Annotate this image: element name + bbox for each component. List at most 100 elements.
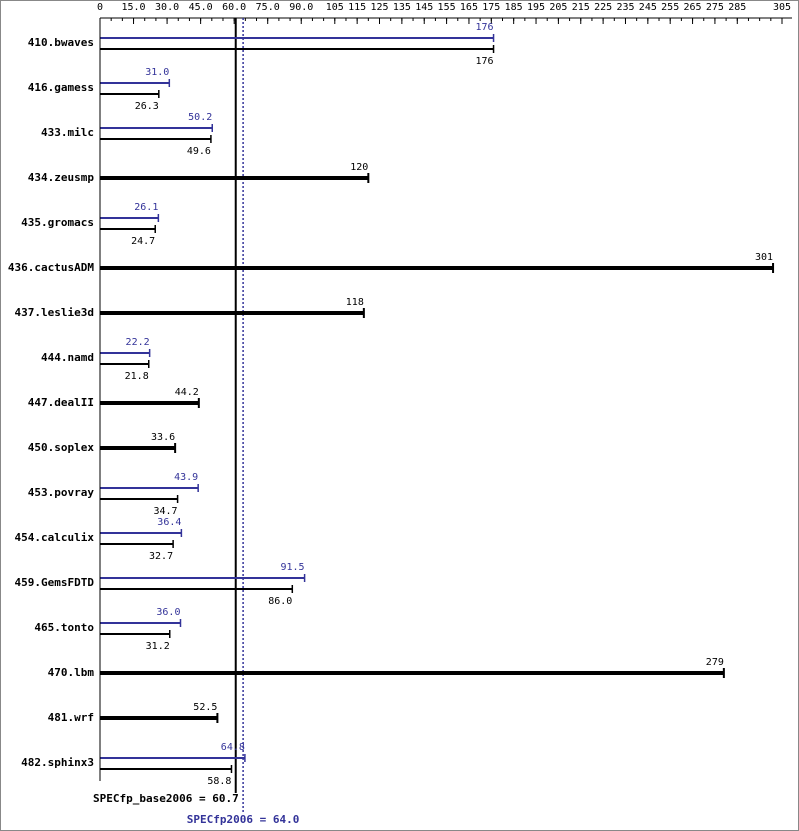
- bar: [100, 127, 213, 129]
- bar: [100, 577, 305, 579]
- x-tick-label: 105: [326, 2, 344, 13]
- value-label: 32.7: [149, 551, 173, 562]
- bar: [100, 228, 156, 230]
- value-label: 36.4: [157, 517, 181, 528]
- value-label: 26.3: [135, 101, 159, 112]
- category-label: 454.calculix: [15, 531, 95, 544]
- bar: [100, 487, 199, 489]
- x-tick-label: 60.0: [222, 2, 246, 13]
- value-label: 24.7: [131, 236, 155, 247]
- bar: [100, 446, 176, 450]
- bar: [100, 768, 232, 770]
- category-label: 437.leslie3d: [15, 306, 94, 319]
- reference-label: SPECfp2006 = 64.0: [187, 813, 300, 826]
- value-label: 44.2: [175, 387, 199, 398]
- x-tick-label: 115: [348, 2, 366, 13]
- category-label: 447.dealII: [28, 396, 94, 409]
- x-tick-label: 135: [393, 2, 411, 13]
- value-label: 49.6: [187, 146, 211, 157]
- category-label: 444.namd: [41, 351, 94, 364]
- value-label: 33.6: [151, 432, 175, 443]
- category-label: 435.gromacs: [21, 216, 94, 229]
- x-tick-label: 195: [527, 2, 545, 13]
- value-label: 301: [755, 252, 773, 263]
- bar: [100, 401, 199, 405]
- value-label: 118: [346, 297, 364, 308]
- bar: [100, 622, 181, 624]
- bar: [100, 176, 369, 180]
- x-tick-label: 15.0: [121, 2, 145, 13]
- value-label: 36.0: [156, 607, 180, 618]
- x-tick-label: 305: [773, 2, 791, 13]
- category-label: 436.cactusADM: [8, 261, 94, 274]
- value-label: 31.2: [146, 641, 170, 652]
- category-label: 433.milc: [41, 126, 94, 139]
- x-tick-label: 255: [661, 2, 679, 13]
- x-tick-label: 155: [438, 2, 456, 13]
- bar: [100, 498, 178, 500]
- bar: [100, 532, 182, 534]
- bar: [100, 716, 218, 720]
- value-label: 120: [350, 162, 368, 173]
- x-tick-label: 265: [684, 2, 702, 13]
- category-label: 434.zeusmp: [28, 171, 95, 184]
- category-label: 465.tonto: [34, 621, 94, 634]
- bar: [100, 93, 159, 95]
- category-label: 481.wrf: [48, 711, 94, 724]
- category-label: 410.bwaves: [28, 36, 94, 49]
- x-tick-label: 245: [639, 2, 657, 13]
- value-label: 52.5: [193, 702, 217, 713]
- x-tick-label: 275: [706, 2, 724, 13]
- x-tick-label: 75.0: [256, 2, 280, 13]
- bar: [100, 138, 211, 140]
- x-tick-label: 225: [594, 2, 612, 13]
- x-tick-label: 45.0: [189, 2, 213, 13]
- bar: [100, 217, 159, 219]
- value-label: 34.7: [153, 506, 177, 517]
- x-tick-label: 205: [549, 2, 567, 13]
- category-label: 453.povray: [28, 486, 95, 499]
- value-label: 86.0: [268, 596, 292, 607]
- category-label: 459.GemsFDTD: [15, 576, 95, 589]
- bar: [100, 352, 150, 354]
- bar: [100, 363, 149, 365]
- value-label: 26.1: [134, 202, 158, 213]
- bar: [100, 82, 170, 84]
- bar: [100, 757, 245, 759]
- bar: [100, 37, 494, 39]
- x-tick-label: 235: [616, 2, 634, 13]
- x-tick-label: 285: [728, 2, 746, 13]
- x-tick-label: 175: [482, 2, 500, 13]
- bar: [100, 543, 174, 545]
- category-label: 450.soplex: [28, 441, 95, 454]
- value-label: 58.8: [207, 776, 231, 787]
- value-label: 21.8: [125, 371, 149, 382]
- reference-label: SPECfp_base2006 = 60.7: [93, 792, 239, 805]
- value-label: 279: [706, 657, 724, 668]
- category-label: 482.sphinx3: [21, 756, 94, 769]
- bar: [100, 266, 774, 270]
- x-tick-label: 125: [370, 2, 388, 13]
- value-label: 31.0: [145, 67, 169, 78]
- bar: [100, 671, 724, 675]
- bar: [100, 311, 364, 315]
- x-tick-label: 145: [415, 2, 433, 13]
- category-label: 416.gamess: [28, 81, 94, 94]
- value-label: 176: [475, 56, 493, 67]
- bar: [100, 48, 494, 50]
- value-label: 50.2: [188, 112, 212, 123]
- x-tick-label: 0: [97, 2, 103, 13]
- value-label: 64.8: [221, 742, 245, 753]
- bar: [100, 633, 170, 635]
- value-label: 176: [475, 22, 493, 33]
- x-tick-label: 165: [460, 2, 478, 13]
- x-tick-label: 215: [572, 2, 590, 13]
- bar: [100, 588, 293, 590]
- value-label: 22.2: [126, 337, 150, 348]
- x-tick-label: 30.0: [155, 2, 179, 13]
- x-tick-label: 90.0: [289, 2, 313, 13]
- category-label: 470.lbm: [48, 666, 95, 679]
- value-label: 43.9: [174, 472, 198, 483]
